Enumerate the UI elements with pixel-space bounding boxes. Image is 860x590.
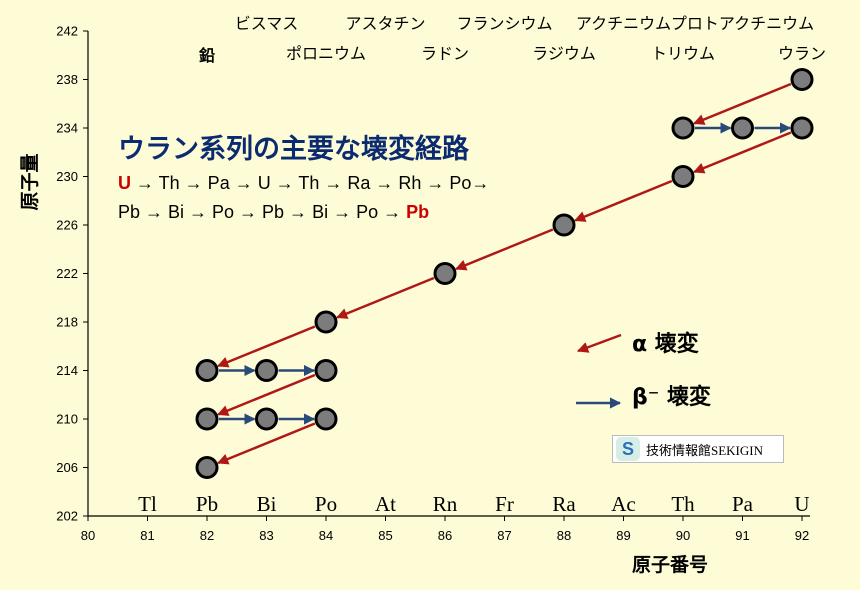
axes: 202 206 210 214 218 222 226 230 234 238 242 80 81 82 8… [19, 14, 826, 576]
x-tick-label: 86 [438, 528, 452, 543]
y-tick-label: 230 [56, 169, 78, 184]
x-tick-label: 84 [319, 528, 333, 543]
nuclide-point [195, 456, 219, 479]
element-name-label: フランシウム [456, 14, 552, 33]
y-tick-label: 202 [56, 509, 78, 524]
x-tick-label: 90 [676, 528, 690, 543]
y-tick-label: 218 [56, 315, 78, 330]
x-tick-label: 91 [735, 528, 749, 543]
nuclide-point [671, 116, 695, 140]
decay-sequence-line-2: Pb → Bi → Po → Pb → Bi → Po → Pb [118, 202, 429, 222]
element-symbol-label: Bi [257, 492, 277, 516]
x-tick-label: 89 [616, 528, 630, 543]
chart-heading: ウラン系列の主要な壊変経路 [118, 133, 470, 165]
element-symbol-label: Pa [732, 492, 754, 516]
element-name-label: アスタチン [345, 14, 425, 33]
nuclide-point [314, 407, 338, 431]
element-symbol-label: At [375, 492, 396, 516]
element-symbol-label: Th [671, 492, 695, 516]
legend-beta-label: β⁻ 壊変 [632, 384, 711, 410]
x-tick-label: 85 [378, 528, 392, 543]
element-symbol-label: Tl [138, 492, 157, 516]
alpha-decay-arrow [455, 228, 554, 271]
element-name-label: トリウム [651, 44, 715, 63]
alpha-decay-arrow [336, 276, 435, 319]
y-tick-label: 222 [56, 266, 78, 281]
element-name-label: プロトアクチニウム [671, 14, 814, 33]
nuclide-point [671, 165, 695, 188]
sequence-part: Pb [406, 202, 429, 222]
y-tick-label: 206 [56, 460, 78, 475]
x-tick-label: 87 [497, 528, 511, 543]
element-name-label: 鉛 [199, 46, 215, 65]
x-tick-label: 82 [200, 528, 214, 543]
watermark-logo: S [616, 437, 640, 461]
nuclide-point [731, 116, 754, 140]
alpha-decay-arrow [217, 373, 316, 416]
nuclide-point [552, 213, 576, 237]
y-axis-title: 原子量 [19, 153, 41, 210]
element-symbol-label: Fr [495, 492, 514, 516]
element-name-label: ポロニウム [286, 44, 366, 63]
y-tick-label: 242 [56, 24, 78, 39]
alpha-decay-arrow [693, 131, 792, 174]
element-name-label: ラジウム [532, 44, 596, 63]
alpha-decay-arrow [693, 82, 792, 125]
element-symbol-label: Ra [552, 492, 576, 516]
legend-alpha-arrow [576, 333, 622, 353]
x-tick-label: 83 [259, 528, 273, 543]
nuclide-point [255, 359, 278, 382]
element-symbol-label: Pb [196, 492, 218, 516]
y-tick-label: 226 [56, 218, 78, 233]
element-name-label: ラドン [421, 44, 469, 63]
element-name-label: ビスマス [235, 14, 299, 33]
sequence-part: U [118, 173, 131, 193]
y-tick-label: 210 [56, 412, 78, 427]
element-symbol-label: Po [315, 492, 337, 516]
element-symbol-label: Rn [433, 492, 458, 516]
y-tick-label: 214 [56, 363, 78, 378]
nuclide-point [314, 310, 338, 334]
nuclide-point [195, 359, 219, 382]
alpha-decay-arrow [217, 422, 316, 465]
alpha-decay-arrow [574, 179, 673, 222]
nuclide-point [790, 68, 814, 91]
element-symbol-label: Ac [611, 492, 636, 516]
x-tick-label: 88 [557, 528, 571, 543]
sequence-part: Pb → Bi → Po → Pb → Bi → Po → [118, 202, 406, 222]
nuclide-point [314, 359, 338, 382]
x-tick-label: 81 [140, 528, 154, 543]
x-tick-label: 80 [81, 528, 95, 543]
nuclide-point [790, 116, 814, 140]
x-tick-label: 92 [795, 528, 809, 543]
watermark-text: 技術情報館SEKIGIN [646, 442, 763, 458]
element-symbol-label: U [794, 492, 809, 516]
element-name-label: アクチニウム [576, 14, 671, 33]
y-tick-label: 238 [56, 72, 78, 87]
legend: α 壊変 β⁻ 壊変 [576, 331, 711, 410]
watermark-badge: S 技術情報館SEKIGIN [612, 435, 784, 463]
decay-arrows [217, 82, 792, 465]
heading-group: ウラン系列の主要な壊変経路 U → Th → Pa → U → Th → Ra →… [118, 133, 489, 222]
nuclide-point [195, 407, 219, 431]
x-axis-title: 原子番号 [632, 554, 708, 576]
decay-sequence-line-1: U → Th → Pa → U → Th → Ra → Rh → Po→ [118, 173, 489, 193]
nuclide-point [433, 262, 457, 285]
nuclide-points [195, 68, 814, 479]
nuclide-point [255, 407, 278, 431]
sequence-part: → Th → Pa → U → Th → Ra → Rh → Po→ [131, 173, 489, 193]
element-name-label: ウラン [778, 44, 826, 63]
y-tick-label: 234 [56, 121, 78, 136]
legend-alpha-label: α 壊変 [632, 331, 699, 357]
alpha-decay-arrow [217, 325, 316, 368]
